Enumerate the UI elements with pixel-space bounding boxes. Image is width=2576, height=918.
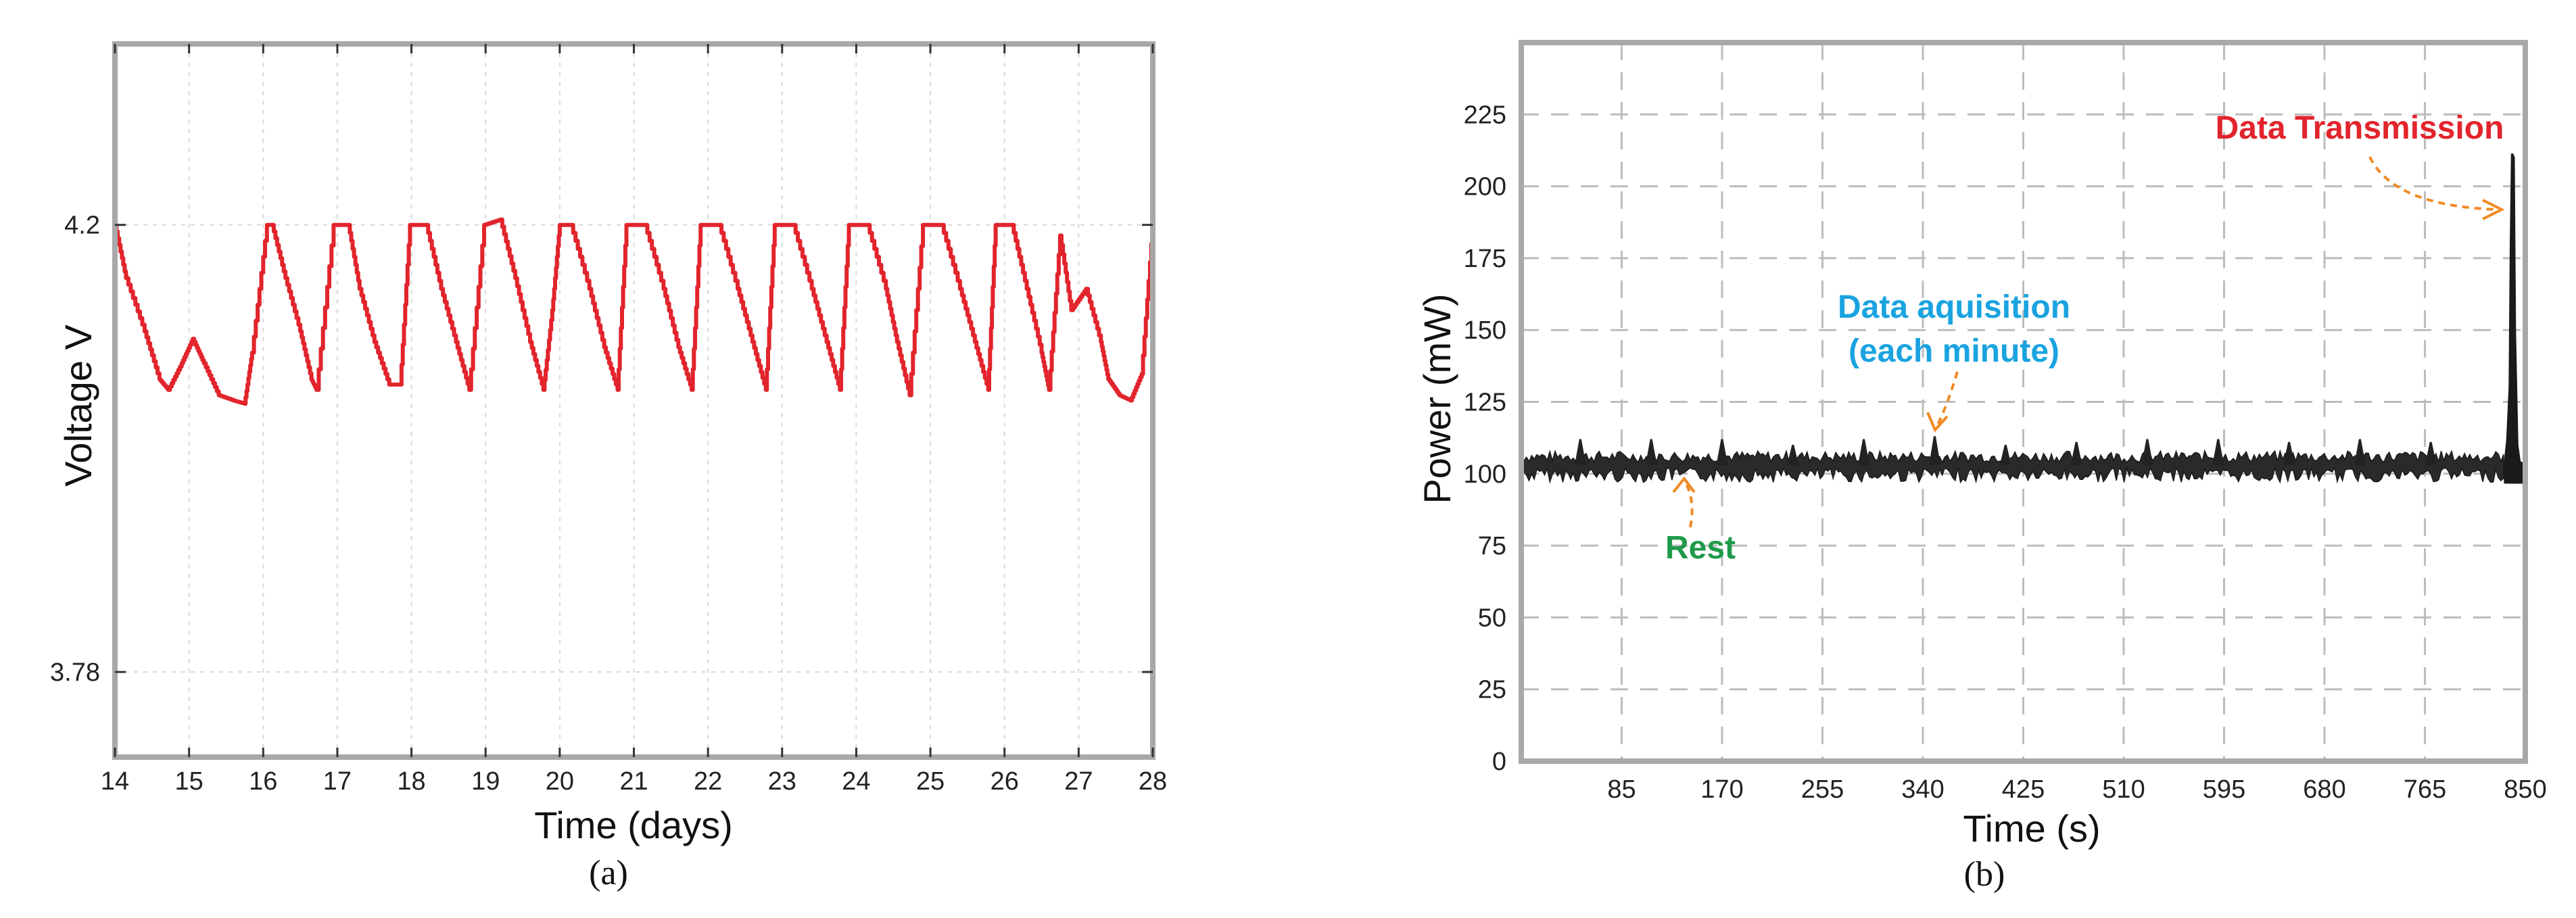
power-acquisition-spike [2283,441,2295,466]
voltage-x-tick-label: 23 [768,767,796,796]
power-y-tick-label: 25 [1478,676,1506,704]
voltage-x-tick-label: 20 [546,767,574,796]
power-acquisition-spikes [1574,436,2437,466]
power-acquisition-spike [1645,439,1657,466]
voltage-x-tick-label: 14 [101,767,129,796]
voltage-x-tick-label: 21 [619,767,648,796]
power-x-tick-label: 170 [1700,775,1743,804]
power-y-tick-label: 100 [1464,460,1506,489]
arrow-rest-head [1672,476,1696,493]
power-y-tick-labels: 0 25 50 75 100 125 150 175 200 225 [1464,101,1506,776]
voltage-x-tick-label: 19 [471,767,500,796]
voltage-y-tick-label: 3.78 [50,658,100,687]
voltage-x-tick-label: 18 [397,767,425,796]
power-y-tick-label: 125 [1464,389,1506,417]
power-acquisition-spike [2141,439,2153,466]
power-y-tick-label: 225 [1464,101,1506,129]
power-y-tick-label: 175 [1464,245,1506,273]
power-y-tick-label: 50 [1478,604,1506,632]
power-x-tick-label: 425 [2002,775,2045,804]
power-acquisition-spike [2212,439,2224,466]
power-grid [1521,43,2525,761]
power-y-tick-label: 200 [1464,173,1506,201]
power-y-tick-label: 150 [1464,316,1506,345]
voltage-x-tick-label: 28 [1139,767,1167,796]
voltage-series-line [114,217,1155,406]
voltage-x-tick-label: 17 [323,767,352,796]
power-y-axis-label: Power (mW) [1416,293,1458,504]
power-acquisition-spike [1858,439,1870,466]
power-x-tick-label: 595 [2203,775,2245,804]
panel-a-label: (a) [589,854,628,892]
power-x-tick-label: 255 [1801,775,1844,804]
power-transmission-peak [2504,153,2527,484]
panel-b: 85 170 255 340 425 510 595 680 765 850 0 25 50 75 100… [1416,40,2547,894]
power-acquisition-spike [2354,439,2366,466]
power-rest-noise [1521,449,2504,484]
power-y-tick-label: 75 [1478,532,1506,560]
panel-b-label: (b) [1964,855,2005,894]
power-x-tick-label: 85 [1607,775,1636,804]
annotation-arrows [1672,156,2505,528]
voltage-x-tick-labels: 14 15 16 17 18 19 20 21 22 23 24 25 26 27 28 [101,767,1167,796]
voltage-x-tick-label: 16 [249,767,277,796]
voltage-x-tick-label: 27 [1064,767,1093,796]
voltage-x-tick-label: 25 [916,767,945,796]
voltage-x-tick-label: 15 [175,767,204,796]
voltage-y-tick-label: 4.2 [64,212,100,240]
voltage-x-axis-label: Time (days) [534,804,733,846]
annotation-each-minute: (each minute) [1848,333,2059,369]
power-acquisition-spike [1999,444,2011,466]
power-acquisition-spike [1787,444,1799,466]
voltage-x-tick-label: 24 [842,767,870,796]
panel-a: 14 15 16 17 18 19 20 21 22 23 24 25 26 27 28 3.78 4.2 T… [50,41,1167,892]
arrow-acquisition [1936,371,1959,427]
power-acquisition-spike [2425,441,2437,466]
power-x-tick-label: 850 [2504,775,2546,804]
power-acquisition-spike [1929,436,1940,466]
arrow-acquisition-head [1926,412,1949,433]
power-x-tick-label: 340 [1901,775,1944,804]
voltage-ticks [114,44,1154,757]
arrow-rest [1684,481,1694,528]
power-x-axis-label: Time (s) [1963,807,2100,850]
power-x-tick-label: 765 [2404,775,2446,804]
annotation-data-acquisition: Data aquisition [1838,289,2070,325]
power-acquisition-spike [1574,439,1586,466]
voltage-y-tick-labels: 3.78 4.2 [50,212,100,687]
power-x-tick-label: 680 [2303,775,2345,804]
power-plot-frame [1519,40,2528,764]
voltage-x-tick-label: 26 [991,767,1019,796]
power-acquisition-spike [2070,441,2082,466]
power-acquisition-spike [1716,439,1728,466]
annotation-rest: Rest [1665,530,1736,566]
arrow-transmission-head [2482,199,2505,220]
voltage-y-axis-label: Voltage V [57,324,99,486]
arrow-transmission [2368,156,2499,211]
annotation-data-transmission: Data Transmission [2216,110,2504,146]
voltage-x-tick-label: 22 [694,767,722,796]
power-x-tick-label: 510 [2102,775,2145,804]
power-y-tick-label: 0 [1492,748,1506,776]
voltage-grid [115,44,1153,757]
power-x-tick-labels: 85 170 255 340 425 510 595 680 765 850 [1607,775,2546,804]
